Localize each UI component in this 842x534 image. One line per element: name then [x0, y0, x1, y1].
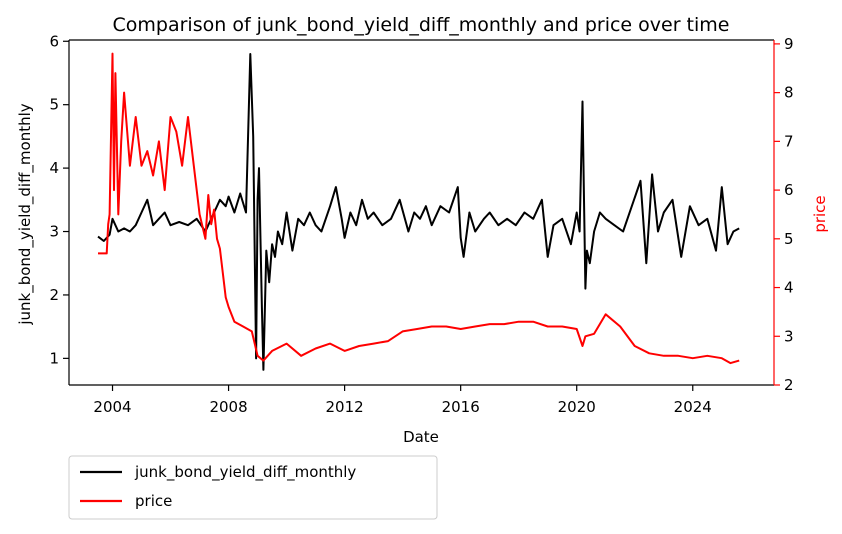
y-left-tick-label: 5 [49, 96, 59, 114]
y-left-tick-label: 4 [49, 159, 59, 177]
series-line-junk-bond-yield-diff [97, 53, 740, 371]
x-axis-title: Date [403, 428, 439, 446]
y-axis-left-ticks: 1 2 3 4 5 6 [49, 32, 69, 367]
x-tick-label: 2016 [442, 398, 480, 416]
series-line-price [98, 52, 740, 365]
legend-label-price: price [135, 492, 172, 510]
y-axis-right-title: price [811, 195, 829, 232]
y-axis-left-title: junk_bond_yield_diff_monthly [16, 103, 35, 325]
y-right-tick-label: 8 [784, 84, 794, 102]
legend-label-junk-bond: junk_bond_yield_diff_monthly [134, 463, 356, 482]
x-tick-label: 2020 [558, 398, 596, 416]
legend-box [68, 455, 438, 520]
y-right-tick-label: 6 [784, 181, 794, 199]
y-left-tick-label: 1 [49, 349, 59, 367]
y-right-tick-label: 7 [784, 132, 794, 150]
x-axis-ticks: 2004 2008 2012 2016 2020 2024 [93, 385, 712, 416]
y-left-tick-label: 2 [49, 286, 59, 304]
x-tick-label: 2008 [209, 398, 247, 416]
x-tick-label: 2024 [674, 398, 712, 416]
y-left-tick-label: 3 [49, 223, 59, 241]
x-tick-label: 2012 [326, 398, 364, 416]
series-layer [97, 52, 740, 371]
y-right-tick-label: 3 [784, 327, 794, 345]
chart-title: Comparison of junk_bond_yield_diff_month… [113, 14, 730, 36]
y-left-tick-label: 6 [49, 32, 59, 50]
y-axis-right-ticks: 2 3 4 5 6 7 8 9 [774, 35, 794, 394]
y-right-tick-label: 4 [784, 279, 794, 297]
y-right-tick-label: 2 [784, 376, 794, 394]
y-right-tick-label: 5 [784, 230, 794, 248]
x-tick-label: 2004 [93, 398, 131, 416]
y-right-tick-label: 9 [784, 35, 794, 53]
legend: junk_bond_yield_diff_monthly price [68, 455, 438, 520]
